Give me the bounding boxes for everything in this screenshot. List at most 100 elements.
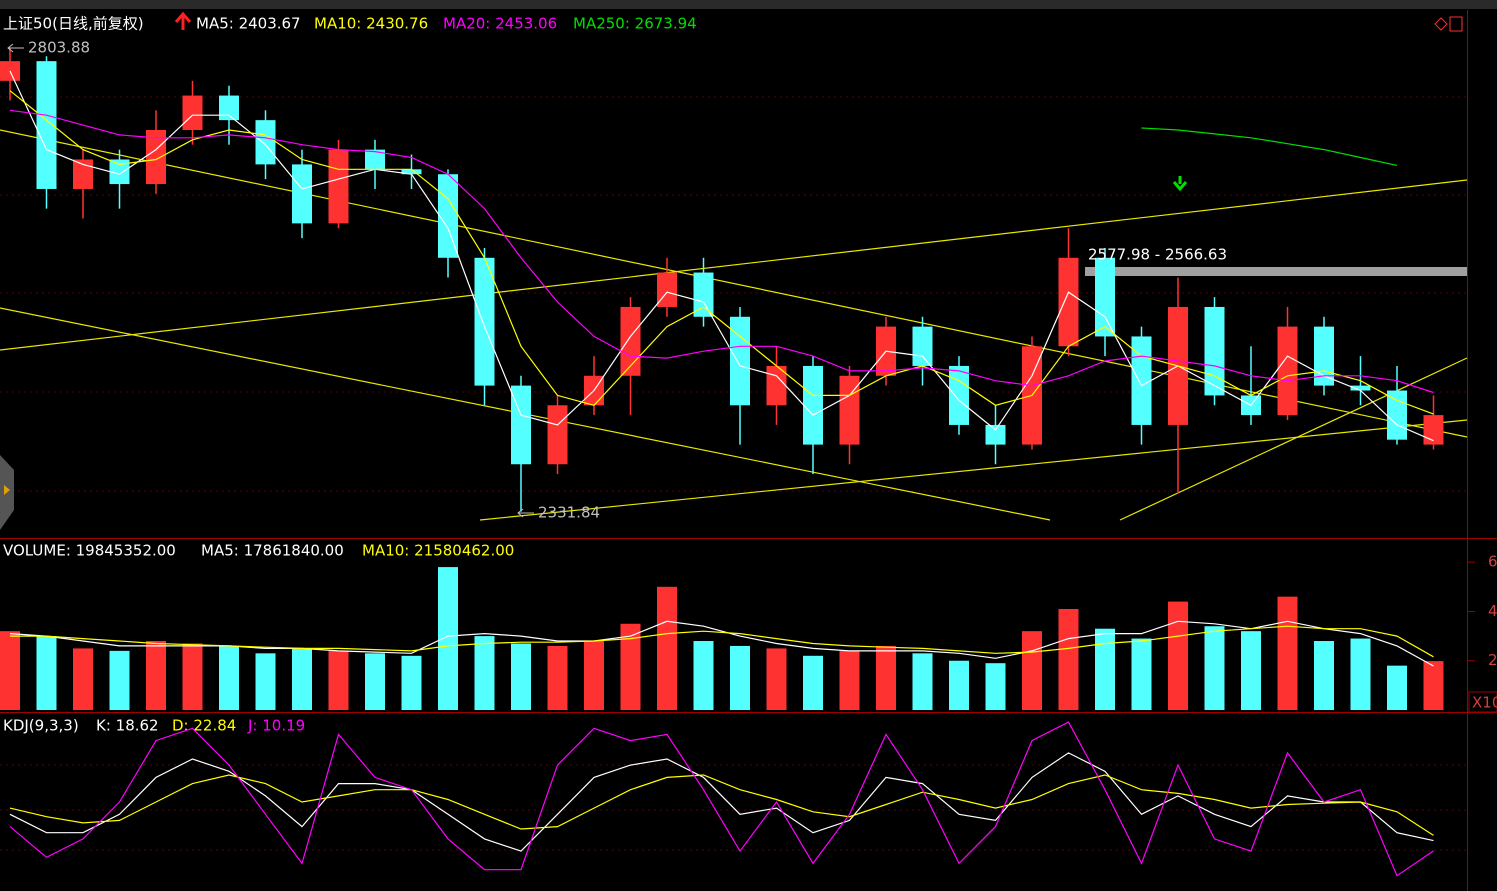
candle-body (1314, 326, 1334, 386)
volume-bar (438, 567, 458, 710)
volume-bar (36, 636, 57, 710)
y-tick-label: 4 (1488, 602, 1497, 620)
trend-line (0, 179, 1468, 351)
candle-body (292, 164, 312, 224)
volume-bar (839, 650, 860, 710)
ma-line (9, 70, 1434, 442)
candle-body (474, 257, 495, 386)
volume-bar (219, 645, 239, 710)
toolbar-strip (0, 0, 1497, 9)
candle-body (73, 159, 93, 189)
volume-bar (474, 636, 495, 710)
legend-entry: MA10: 21580462.00 (362, 542, 514, 560)
candle-body (657, 272, 677, 307)
volume-title: VOLUME: 19845352.00 (3, 542, 176, 560)
volume-bar (1058, 608, 1079, 710)
candle-body (36, 61, 57, 189)
volume-bar (657, 586, 677, 710)
volume-bar (109, 650, 130, 710)
volume-bar (730, 645, 750, 710)
side-tab-arrow (4, 485, 10, 495)
volume-bar (912, 653, 933, 710)
legend-entry: MA20: 2453.06 (443, 15, 557, 33)
volume-bar (876, 645, 896, 710)
candle-body (1350, 385, 1371, 391)
candle-body (1423, 415, 1444, 445)
legend-entry: K: 18.62 (96, 717, 159, 735)
volume-bar (401, 655, 422, 710)
volume-bar (255, 653, 276, 710)
candle-body (693, 272, 714, 317)
volume-bar (1095, 628, 1115, 710)
candle-body (620, 306, 641, 376)
candle-body (401, 169, 422, 175)
volume-bar (328, 650, 349, 710)
candle-body (912, 326, 933, 366)
volume-bar (584, 641, 604, 710)
legend-entry: MA250: 2673.94 (573, 15, 697, 33)
kdj-title: KDJ(9,3,3) (3, 717, 79, 735)
volume-bar (1350, 638, 1371, 710)
candle-body (1131, 336, 1152, 425)
volume-bar (547, 645, 568, 710)
volume-bar (985, 663, 1006, 710)
volume-bar (1131, 638, 1152, 710)
range-band (1085, 267, 1467, 276)
candle-body (365, 149, 385, 170)
candle-body (1387, 390, 1407, 440)
volume-bar (1423, 661, 1444, 710)
volume-bar (0, 631, 20, 710)
arrow-icon (174, 11, 192, 30)
annotation: 2331.84 (538, 504, 600, 522)
annotation: 2577.98 - 2566.63 (1088, 246, 1227, 264)
window-icons (1434, 16, 1463, 32)
legend-entry: MA5: 2403.67 (196, 15, 301, 33)
candle-body (1095, 257, 1115, 337)
volume-bar (1168, 601, 1188, 710)
candle-body (146, 129, 166, 185)
y-tick-label: 2 (1488, 651, 1497, 669)
pane-frame (0, 10, 1497, 891)
candle-body (803, 365, 823, 445)
volume-bar (803, 655, 823, 710)
unit-label: X10 (1472, 694, 1497, 712)
candle-body (0, 61, 20, 81)
candle-body (1204, 306, 1225, 396)
volume-bar (365, 653, 385, 710)
trend-line (479, 419, 1468, 521)
volume-ma-line (10, 625, 1434, 658)
candle-body (766, 365, 787, 406)
candle-body (219, 95, 239, 121)
candle-body (985, 424, 1006, 445)
volume-bar (1277, 596, 1298, 710)
legend-entry: J: 10.19 (247, 717, 305, 735)
unit-box (1468, 691, 1497, 713)
y-tick-label: 6 (1488, 553, 1497, 571)
volume-bar (1204, 626, 1225, 710)
volume-bar (511, 643, 531, 710)
kdj-line (9, 774, 1434, 836)
ma-line (1141, 127, 1398, 166)
annotation-leader (7, 43, 24, 53)
ma-line (9, 109, 1434, 394)
volume-bar (620, 623, 641, 710)
candle-body (255, 120, 276, 165)
kdj-line (9, 721, 1434, 877)
candle-body (182, 95, 203, 130)
annotation-leader (517, 508, 534, 518)
legend-entry: MA10: 2430.76 (314, 15, 428, 33)
kdj-line (9, 752, 1434, 852)
candle-body (547, 405, 568, 465)
volume-bar (73, 648, 93, 710)
annotation: 2803.88 (28, 39, 90, 57)
volume-bar (292, 648, 312, 710)
candle-body (1277, 326, 1298, 416)
box-icon (1449, 16, 1463, 32)
legend-entry: MA5: 17861840.00 (201, 542, 344, 560)
ma-line (9, 90, 1434, 415)
volume-bar (949, 660, 969, 710)
chart-title: 上证50(日线,前复权) (3, 15, 144, 33)
